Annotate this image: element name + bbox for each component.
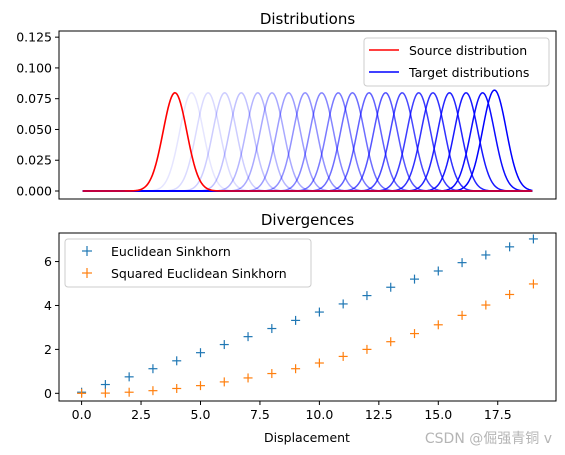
distribution-curves (82, 89, 533, 192)
data-point (219, 377, 229, 387)
data-point (291, 364, 301, 374)
data-point (314, 307, 324, 317)
legend-label-source: Source distribution (409, 43, 527, 58)
distributions-title: Distributions (260, 10, 356, 28)
divergences-x-ticks: 0.0 2.5 5.0 7.5 10.0 12.5 15.0 17.5 (72, 401, 512, 422)
data-point (362, 291, 372, 301)
data-point (457, 310, 467, 320)
data-point (505, 242, 515, 252)
legend-label-target: Target distributions (408, 65, 529, 80)
data-point (124, 372, 134, 382)
data-point (410, 329, 420, 339)
x-tick-label: 15.0 (424, 407, 452, 422)
y-tick-label: 6 (44, 254, 52, 269)
x-tick-label: 10.0 (305, 407, 333, 422)
data-point (433, 320, 443, 330)
data-point (100, 388, 110, 398)
divergences-axes-frame (58, 232, 557, 402)
data-point (362, 344, 372, 354)
data-point (195, 381, 205, 391)
data-point (124, 387, 134, 397)
y-tick-label: 0.025 (16, 153, 52, 168)
data-point (505, 289, 515, 299)
distributions-legend: Source distribution Target distributions (363, 37, 550, 87)
data-point (219, 340, 229, 350)
distributions-panel: Distributions 0.0000.0250.0500.0750.1000… (16, 10, 557, 200)
data-point (386, 282, 396, 292)
data-point (243, 373, 253, 383)
watermark-text: CSDN @倔强青铜 v (425, 431, 552, 447)
data-point (433, 266, 443, 276)
x-tick-label: 12.5 (365, 407, 393, 422)
legend-marker-euclidean (82, 246, 92, 256)
divergences-x-axis-label: Displacement (264, 430, 350, 445)
data-point (457, 258, 467, 268)
legend-label-euclidean: Euclidean Sinkhorn (111, 244, 231, 259)
data-point (195, 348, 205, 358)
data-point (528, 279, 538, 289)
divergences-legend-box (64, 238, 312, 288)
data-point (481, 300, 491, 310)
y-tick-label: 2 (44, 342, 52, 357)
y-tick-label: 0.050 (16, 122, 52, 137)
distributions-y-ticks: 0.000 0.025 0.050 0.075 0.100 0.125 (16, 30, 59, 199)
x-tick-label: 2.5 (131, 407, 151, 422)
legend-label-squared: Squared Euclidean Sinkhorn (111, 266, 287, 281)
data-point (148, 364, 158, 374)
data-point (77, 388, 87, 398)
divergences-panel: Divergences 0.0 2.5 5.0 7.5 10.0 12.5 15.0 17.5… (44, 211, 557, 445)
data-point (386, 337, 396, 347)
data-point (267, 324, 277, 334)
x-tick-label: 7.5 (250, 407, 270, 422)
distributions-axes-frame (58, 30, 557, 200)
data-point (100, 380, 110, 390)
data-point (172, 383, 182, 393)
divergences-legend: Euclidean Sinkhorn Squared Euclidean Sin… (64, 238, 312, 288)
y-tick-label: 0.125 (16, 30, 52, 45)
series-euclidean-sinkhorn (77, 234, 538, 397)
x-tick-label: 5.0 (191, 407, 211, 422)
y-tick-label: 0.000 (16, 184, 52, 199)
data-point (267, 369, 277, 379)
data-point (291, 315, 301, 325)
x-tick-label: 17.5 (484, 407, 512, 422)
divergences-y-ticks: 0 2 4 6 (44, 254, 59, 401)
y-tick-label: 0.075 (16, 91, 52, 106)
data-point (410, 274, 420, 284)
data-point (243, 332, 253, 342)
x-tick-label: 0.0 (72, 407, 92, 422)
data-point (338, 351, 348, 361)
legend-marker-squared (82, 268, 92, 278)
data-point (172, 356, 182, 366)
divergence-points (77, 234, 538, 398)
data-point (314, 358, 324, 368)
data-point (481, 250, 491, 260)
y-tick-label: 4 (44, 298, 52, 313)
data-point (338, 299, 348, 309)
y-tick-label: 0.100 (16, 60, 52, 75)
distributions-legend-box (363, 37, 550, 87)
data-point (148, 386, 158, 396)
source-distribution-curve (82, 91, 533, 192)
data-point (528, 234, 538, 244)
series-squared-euclidean-sinkhorn (77, 279, 538, 398)
y-tick-label: 0 (44, 386, 52, 401)
divergences-title: Divergences (261, 211, 354, 229)
